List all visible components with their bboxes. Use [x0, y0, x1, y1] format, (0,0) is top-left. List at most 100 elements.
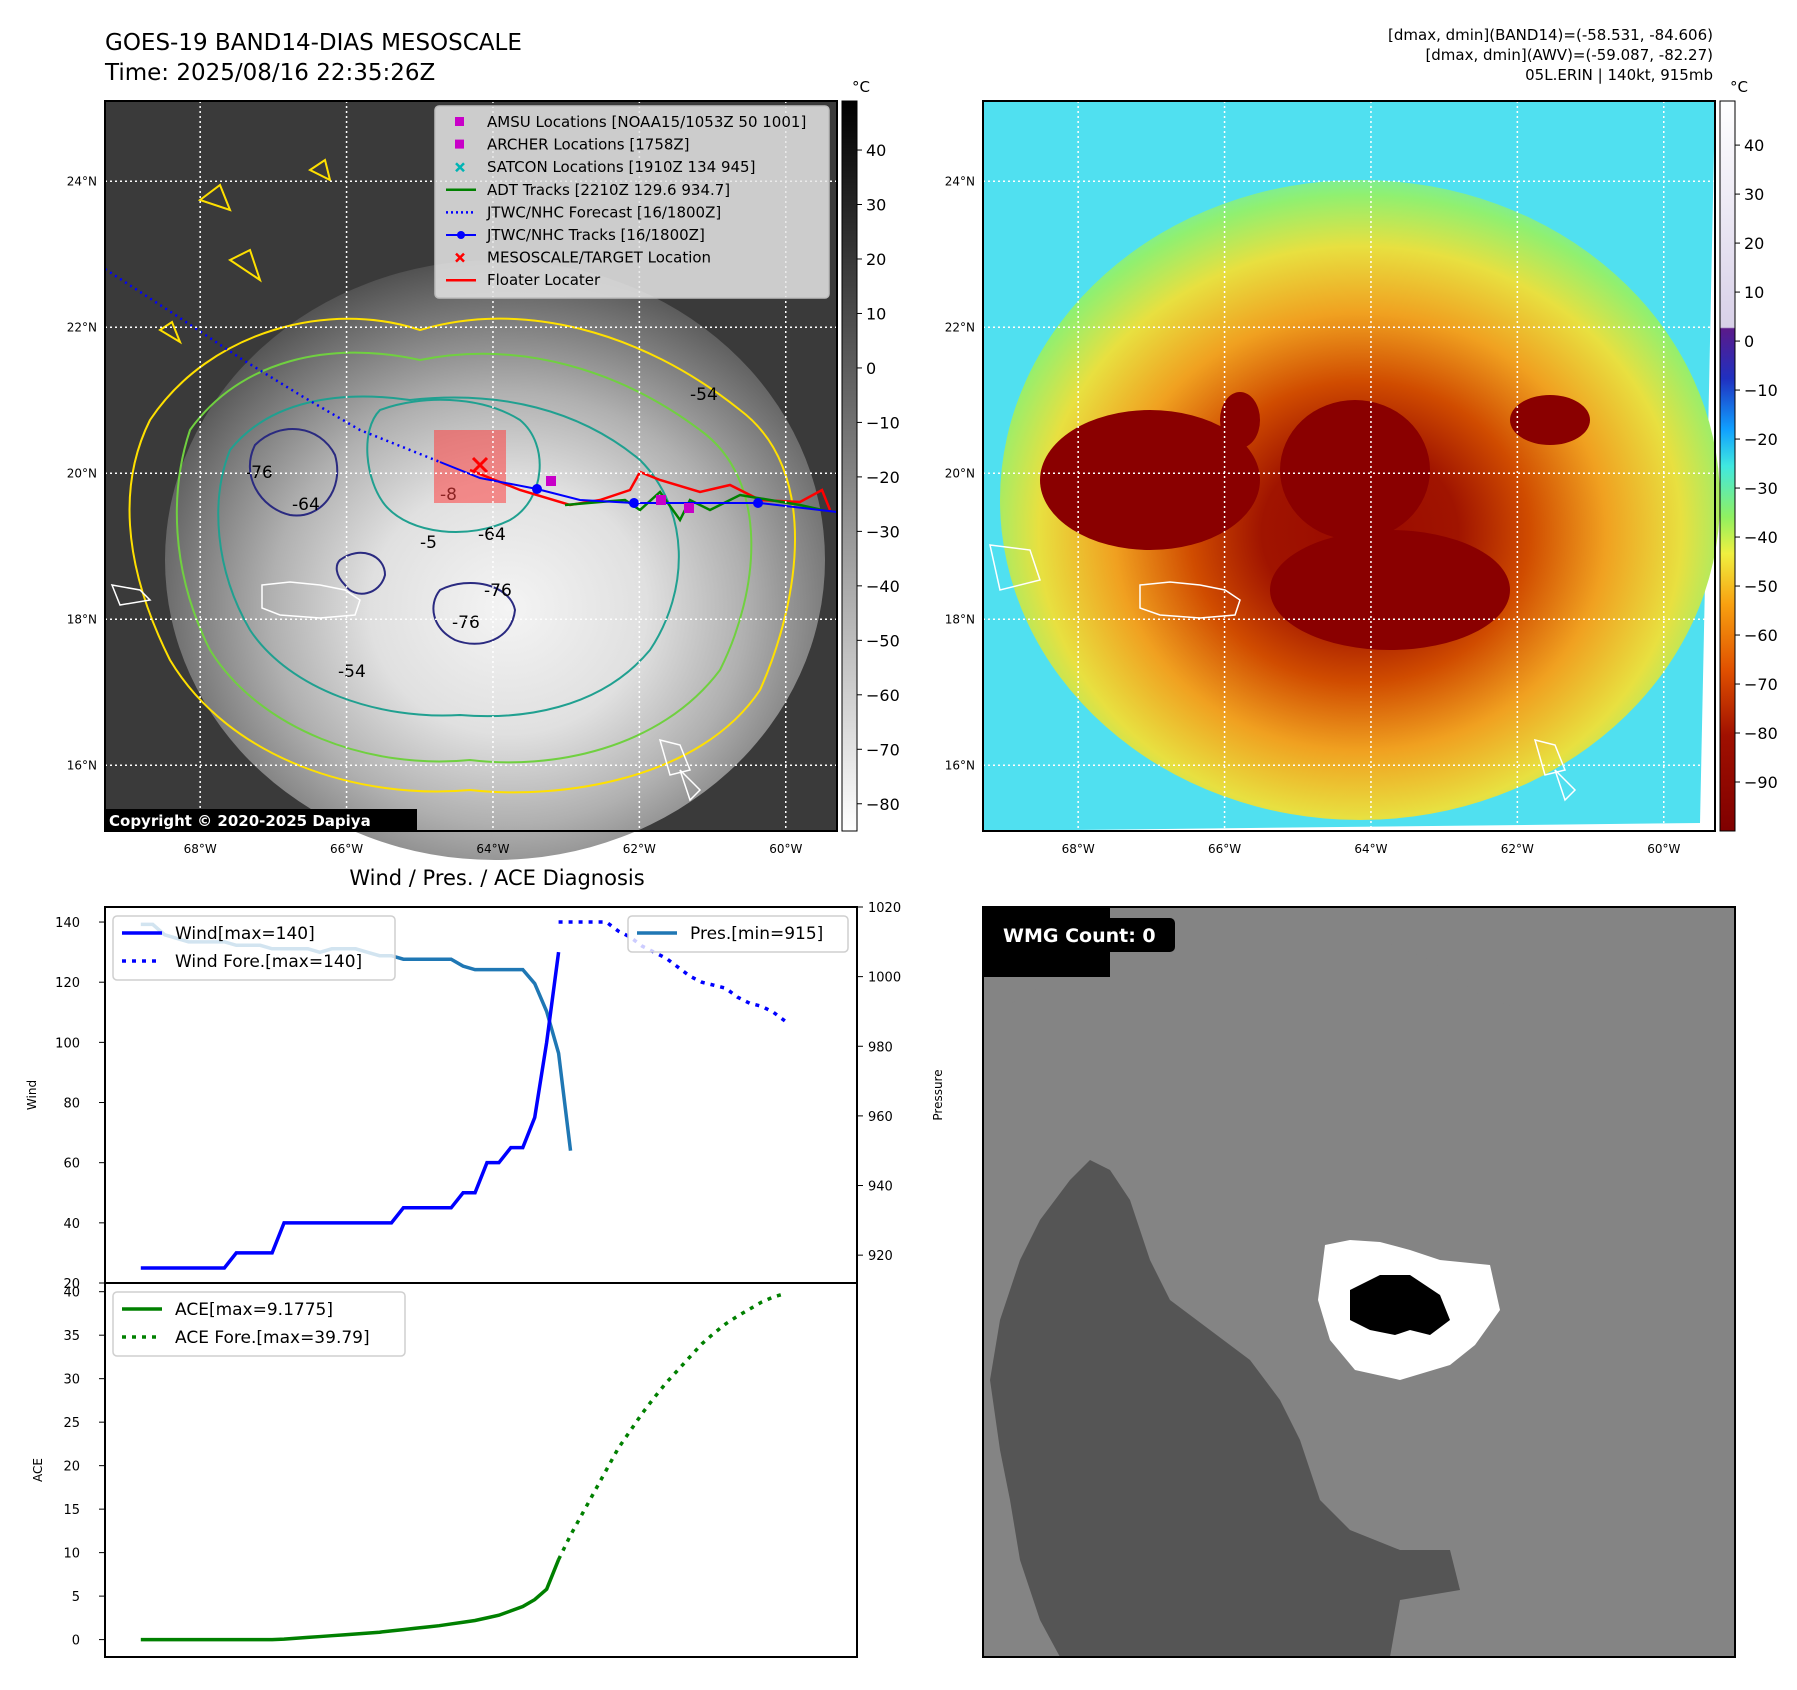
legend-marker — [455, 162, 465, 173]
legend-pressure-label: Pres.[min=915] — [690, 924, 823, 944]
colorbar-tick-label: 30 — [866, 196, 886, 215]
stats-line1: [dmax, dmin](BAND14)=(-58.531, -84.606) — [1388, 26, 1713, 44]
contour-label: -54 — [338, 662, 366, 682]
pressure-tick-label: 960 — [868, 1110, 893, 1125]
pressure-tick-label: 940 — [868, 1180, 893, 1195]
contour-label: -54 — [690, 385, 718, 405]
contour-label: -5 — [420, 533, 437, 553]
wind-line — [140, 951, 561, 1270]
colorbar-tick-label: −20 — [866, 468, 900, 487]
wind-tick-label: 20 — [63, 1277, 80, 1292]
ace-legend-box — [112, 1291, 406, 1357]
jtwc-track — [439, 461, 838, 513]
wmg-frame — [982, 906, 1736, 1658]
ace-axis-label: ACE — [31, 1458, 45, 1482]
mesoscale-box — [434, 430, 506, 503]
archer-marker — [656, 495, 666, 505]
lat-tick-label: 20°N — [945, 466, 975, 480]
map-graticule: 24°N 22°N 20°N 18°N 16°N 68°W 66°W 64°W 62°W 60°W — [945, 101, 1715, 856]
color-map-panel: 24°N 22°N 20°N 18°N 16°N 68°W 66°W 64°W 62°W 60°W — [945, 100, 1720, 856]
lat-tick-label: 20°N — [67, 466, 97, 480]
legend-marker-dot — [457, 231, 465, 239]
colorbar-tick-label: −10 — [866, 413, 900, 432]
cold-cloud-band — [1040, 410, 1260, 550]
lat-tick-label: 16°N — [67, 758, 97, 772]
ace-tick-label: 35 — [63, 1329, 80, 1344]
ace-tick-label: 40 — [63, 1286, 80, 1301]
legend-wind-label: Wind[max=140] — [175, 924, 315, 944]
legend-entry-label: Floater Locater — [487, 271, 601, 289]
lon-tick-label: 68°W — [184, 842, 217, 856]
map-frame — [104, 100, 838, 832]
lon-tick-label: 66°W — [330, 842, 363, 856]
storm-cloud-shield — [165, 260, 825, 860]
eye-region — [1280, 400, 1430, 540]
wind-tick-label: 100 — [55, 1036, 80, 1051]
wind-axis-label: Wind — [25, 1080, 39, 1110]
lon-tick-label: 66°W — [1208, 842, 1241, 856]
wmg-region — [1300, 907, 1735, 1150]
lon-tick-label: 60°W — [769, 842, 802, 856]
ace-tick-label: 10 — [63, 1547, 80, 1562]
colorbar-fill — [842, 101, 857, 831]
colorbar-tick-label: 30 — [1744, 185, 1764, 204]
diagnosis-title: Wind / Pres. / ACE Diagnosis — [349, 866, 644, 890]
wind-tick-label: 40 — [63, 1217, 80, 1232]
contour-label: -76 — [452, 613, 480, 633]
ace-forecast-line — [557, 1291, 786, 1561]
colorbar-tick-label: −30 — [866, 522, 900, 541]
colorbar-tick-label: −80 — [1744, 724, 1778, 743]
colorbar-tick-label: 20 — [866, 250, 886, 269]
wind-tick-label: 140 — [55, 916, 80, 931]
ace-line — [140, 1558, 561, 1642]
lat-tick-label: 22°N — [67, 320, 97, 334]
wind-legend: Wind[max=140] Wind Fore.[max=140] — [112, 915, 396, 981]
colorbar-tick-label: 20 — [1744, 234, 1764, 253]
legend-entry-label: AMSU Locations [NOAA15/1053Z 50 1001] — [487, 113, 806, 131]
wmg-eye-core — [1350, 1275, 1450, 1335]
mesoscale-target-marker — [471, 456, 489, 474]
colorbar-tick-label: −80 — [866, 795, 900, 814]
ace-tick-label: 25 — [63, 1416, 80, 1431]
lon-tick-label: 62°W — [1501, 842, 1534, 856]
legend-box — [434, 105, 830, 299]
lat-tick-label: 18°N — [67, 612, 97, 626]
colorbar-tick-label: −10 — [1744, 381, 1778, 400]
contour-teal — [217, 395, 680, 718]
lat-tick-label: 18°N — [945, 612, 975, 626]
colorbar-tick-label: −50 — [1744, 577, 1778, 596]
map-legend: AMSU Locations [NOAA15/1053Z 50 1001] ARC… — [434, 105, 830, 299]
gray-colorbar: °C 40 30 20 10 0 −10 −20 −30 −40 −50 −60 −70 −80 — [841, 78, 900, 832]
pressure-tick-label: 1000 — [868, 971, 901, 986]
copyright-text: Copyright © 2020-2025 Dapiya — [109, 812, 371, 830]
map-frame — [982, 100, 1716, 832]
pressure-tick-label: 980 — [868, 1040, 893, 1055]
lon-tick-label: 62°W — [623, 842, 656, 856]
legend-entry-label: JTWC/NHC Forecast [16/1800Z] — [486, 203, 721, 221]
colorbar-tick-label: −70 — [866, 740, 900, 759]
colorbar-tick-label: 0 — [866, 359, 876, 378]
legend-marker — [455, 117, 464, 126]
wind-forecast-line — [558, 920, 787, 1023]
wind-legend-box — [112, 915, 396, 981]
lat-tick-label: 24°N — [945, 174, 975, 188]
stats-line2: [dmax, dmin](AWV)=(-59.087, -82.27) — [1425, 46, 1713, 64]
cold-cloud-band — [1510, 395, 1590, 445]
wind-pressure-chart: 140 120 100 80 60 40 20 1020 1000 980 960 940 920 W… — [25, 901, 945, 1292]
colorbar-tick-label: −90 — [1744, 773, 1778, 792]
colorbar-frame — [841, 100, 858, 832]
colorbar-fill — [1720, 101, 1735, 831]
coastlines — [110, 581, 702, 802]
lon-tick-label: 64°W — [476, 842, 509, 856]
wind-tick-label: 80 — [63, 1097, 80, 1112]
color-colorbar: °C 40 30 20 10 0 −10 −20 −30 −40 −50 −60 −70 −80 −90 — [1719, 78, 1778, 832]
track-overlays — [104, 267, 838, 523]
wmg-panel: WMG Count: 0 — [982, 906, 1736, 1658]
legend-ace-fore-label: ACE Fore.[max=39.79] — [175, 1328, 370, 1348]
legend-entry-label: ADT Tracks [2210Z 129.6 934.7] — [487, 181, 730, 199]
coastlines — [989, 544, 1577, 802]
legend-wind-fore-label: Wind Fore.[max=140] — [175, 952, 362, 972]
legend-entry-label: ARCHER Locations [1758Z] — [487, 136, 690, 154]
colorbar-tick-label: −30 — [1744, 479, 1778, 498]
